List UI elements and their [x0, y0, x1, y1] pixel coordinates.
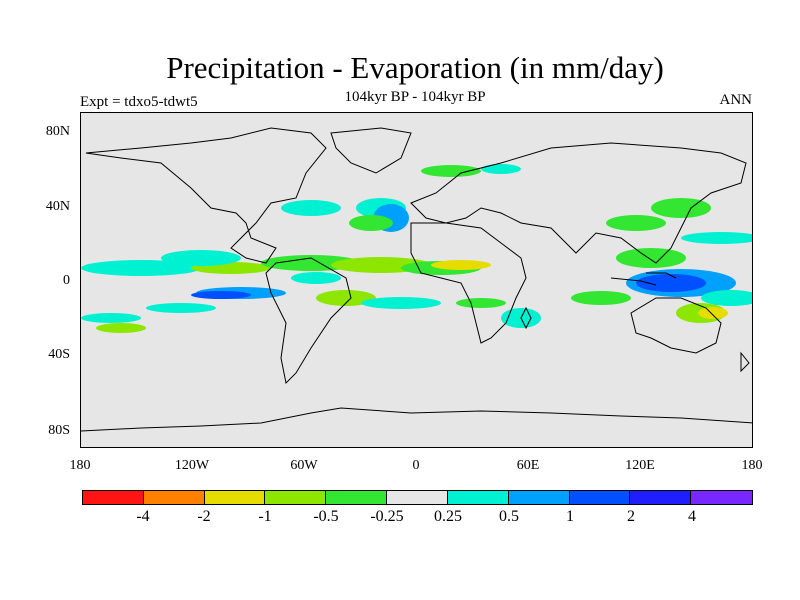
lon-tick-180w: 180	[69, 458, 91, 473]
colorbar-box	[83, 491, 144, 504]
colorbar-label: 1	[566, 508, 574, 525]
map-subtitle: 104kyr BP - 104kyr BP	[344, 89, 486, 105]
colorbar-label: 0.25	[434, 508, 462, 525]
world-map	[81, 127, 752, 432]
colorbar-label: 4	[688, 508, 696, 525]
lat-tick-40s: 40S	[48, 347, 70, 362]
experiment-label: Expt = tdxo5-tdwt5	[80, 94, 198, 110]
map-panel	[80, 112, 753, 448]
lon-tick-120e: 120E	[625, 458, 655, 473]
colorbar-box	[204, 491, 266, 504]
precip-field	[81, 164, 752, 333]
colorbar-label: 0.5	[499, 508, 519, 525]
lon-tick-180e: 180	[741, 458, 763, 473]
colorbar-box	[630, 491, 692, 504]
colorbar-label: 2	[627, 508, 635, 525]
colorbar-label: -0.25	[370, 508, 404, 525]
colorbar-box	[447, 491, 509, 504]
lat-tick-0: 0	[63, 273, 70, 288]
lat-tick-80s: 80S	[48, 423, 70, 438]
colorbar-box	[143, 491, 205, 504]
colorbar-box	[508, 491, 570, 504]
colorbar-box	[691, 491, 752, 504]
colorbar-label: -4	[136, 508, 150, 525]
colorbar-box	[326, 491, 388, 504]
colorbar-box	[265, 491, 327, 504]
colorbar	[82, 490, 753, 505]
lon-tick-0: 0	[412, 458, 420, 473]
season-label: ANN	[719, 92, 753, 108]
coastlines	[81, 127, 752, 432]
lon-tick-60e: 60E	[516, 458, 540, 473]
colorbar-label: -2	[197, 508, 211, 525]
colorbar-label: -0.5	[313, 508, 339, 525]
colorbar-box	[569, 491, 631, 504]
lon-tick-60w: 60W	[290, 458, 318, 473]
lat-tick-80n: 80N	[45, 124, 70, 139]
colorbar-box	[387, 491, 448, 504]
colorbar-label: -1	[258, 508, 272, 525]
lon-tick-120w: 120W	[174, 458, 210, 473]
map-title: Precipitation - Evaporation (in mm/day)	[166, 50, 664, 85]
lat-tick-40n: 40N	[45, 199, 70, 214]
